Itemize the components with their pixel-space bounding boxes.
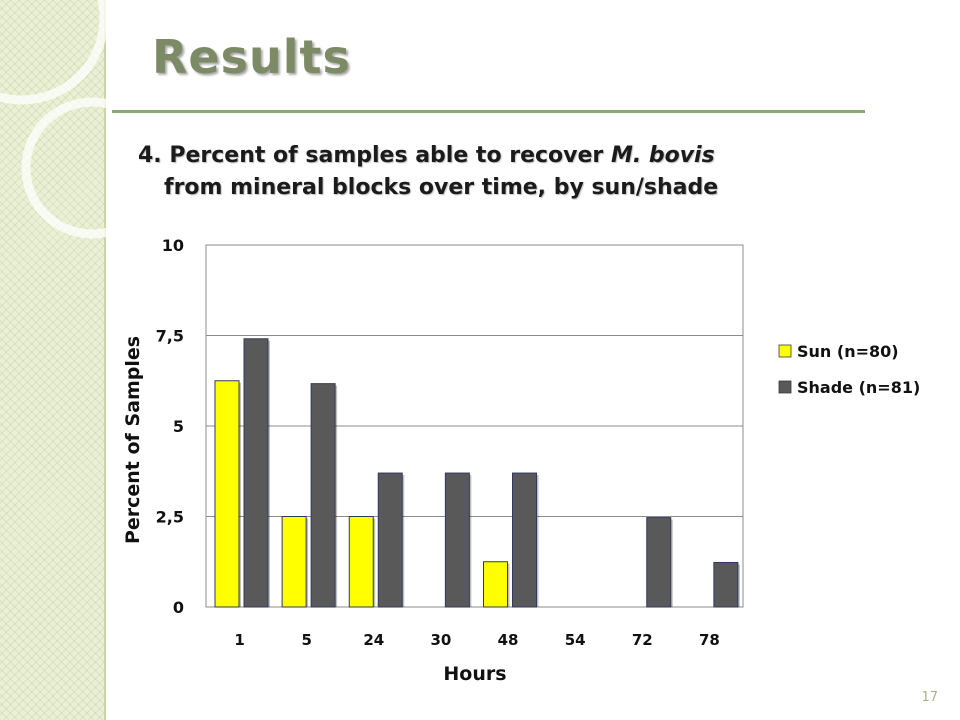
decorative-circle-lower: [21, 97, 120, 239]
y-tick-label: 5: [173, 417, 184, 436]
x-tick-label: 30: [431, 631, 452, 649]
bar-shade: [512, 472, 537, 608]
subtitle-prefix: Percent of samples able to recover: [169, 143, 604, 168]
x-tick-label: 1: [234, 631, 244, 649]
bar-shade: [377, 472, 403, 608]
slide-subtitle: 4. Percent of samples able to recover M.…: [138, 140, 718, 204]
subtitle-line2: from mineral blocks over time, by sun/sh…: [164, 175, 719, 200]
legend: Sun (n=80) Shade (n=81): [778, 342, 920, 397]
x-tick-label: 48: [498, 631, 519, 649]
slide-title: Results: [152, 30, 351, 84]
x-tick-label: 24: [363, 631, 384, 649]
x-axis-title: Hours: [443, 663, 506, 685]
y-tick-label: 7,5: [156, 327, 184, 346]
bar-shade: [444, 472, 470, 608]
decorative-circle-upper: [0, 0, 109, 105]
band-edge-divider: [104, 0, 106, 720]
legend-swatch-sun: [778, 344, 792, 358]
bar-sun: [214, 380, 240, 608]
title-underline: [112, 110, 865, 113]
subtitle-number: 4.: [138, 143, 162, 168]
x-tick-label: 78: [699, 631, 720, 649]
bar-sun: [348, 516, 374, 608]
y-axis-title: Percent of Samples: [122, 336, 144, 544]
y-tick-labels: 0 2,5 5 7,5 10: [156, 236, 184, 617]
page-number: 17: [921, 690, 938, 705]
bar-shade: [310, 383, 336, 608]
subtitle-species: M. bovis: [610, 143, 715, 168]
x-tick-label: 54: [565, 631, 586, 649]
bar-shade: [713, 561, 739, 608]
bar-sun: [281, 516, 307, 608]
legend-swatch-shade: [778, 380, 792, 394]
decorative-circles: [0, 0, 120, 239]
bar-shade: [646, 517, 672, 608]
legend-label-shade: Shade (n=81): [797, 378, 920, 397]
bars: [214, 338, 740, 608]
legend-label-sun: Sun (n=80): [797, 342, 899, 361]
x-tick-label: 72: [632, 631, 653, 649]
y-tick-label: 0: [173, 598, 184, 617]
y-tick-label: 10: [162, 236, 184, 255]
x-tick-label: 5: [301, 631, 311, 649]
bar-sun: [483, 561, 508, 608]
y-tick-label: 2,5: [156, 508, 184, 527]
bar-shade: [243, 338, 269, 608]
x-tick-labels: 1 5 24 30 48 54 72 78: [234, 631, 720, 649]
plot-area-frame: [205, 244, 744, 608]
